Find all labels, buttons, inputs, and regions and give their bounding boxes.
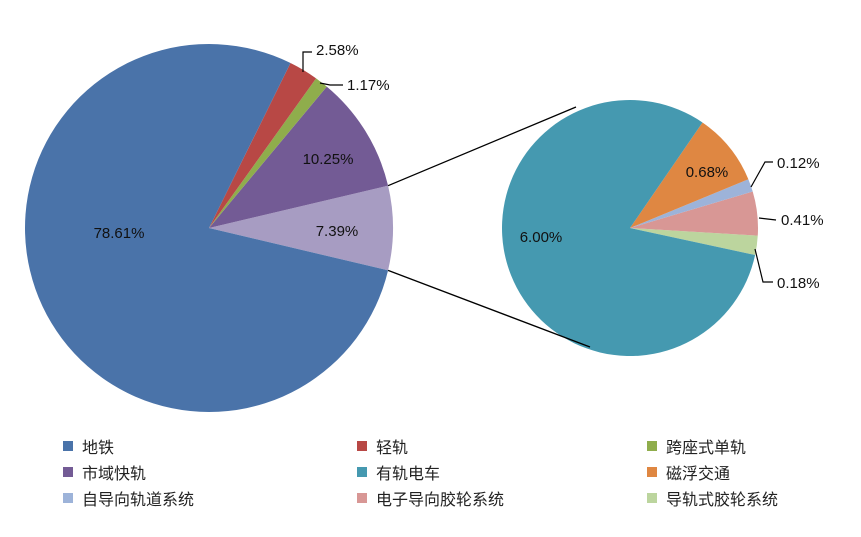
secondary-pie-data-label: 0.68% [686, 164, 729, 181]
legend-item: 自导向轨道系统 [63, 486, 194, 510]
legend-item: 导轨式胶轮系统 [647, 486, 778, 510]
legend-label: 电子导向胶轮系统 [376, 490, 505, 509]
legend-label: 有轨电车 [376, 464, 441, 483]
secondary-pie-slice-4 [502, 99, 756, 356]
main-pie-slice-2 [209, 78, 327, 229]
leader-line-2 [750, 161, 773, 188]
legend-swatch [357, 493, 367, 503]
main-pie-data-label: 10.25% [303, 151, 354, 168]
secondary-pie-data-label: 6.00% [520, 229, 563, 246]
secondary-pie-slice-1 [630, 191, 758, 236]
legend-swatch [63, 493, 73, 503]
legend-label: 磁浮交通 [666, 464, 731, 483]
secondary-pie-slice-0 [630, 228, 758, 256]
legend-swatch [647, 467, 657, 477]
legend-label: 轻轨 [376, 438, 409, 457]
legend-label: 导轨式胶轮系统 [666, 490, 779, 509]
legend-swatch [647, 441, 657, 451]
leader-line-4 [754, 248, 773, 283]
main-pie-slice-0 [209, 185, 393, 271]
main-pie-slice-1 [209, 86, 389, 229]
legend-swatch [357, 441, 367, 451]
legend-item: 轻轨 [357, 434, 408, 458]
legend-item: 地铁 [63, 434, 114, 458]
legend-swatch [357, 467, 367, 477]
legend-label: 地铁 [82, 438, 115, 457]
legend-item: 跨座式单轨 [647, 434, 746, 458]
legend-label: 市域快轨 [82, 464, 147, 483]
secondary-pie-data-label: 0.41% [781, 212, 824, 229]
connector-line-top [387, 106, 577, 187]
legend-item: 市域快轨 [63, 460, 146, 484]
main-pie-slice-4 [25, 44, 389, 413]
legend-item: 有轨电车 [357, 460, 440, 484]
legend-swatch [647, 493, 657, 503]
leader-line-0 [302, 51, 312, 72]
legend-swatch [63, 467, 73, 477]
main-pie-data-label: 1.17% [347, 77, 390, 94]
secondary-pie-slice-2 [630, 179, 753, 228]
main-pie-data-label: 7.39% [316, 223, 359, 240]
legend-item: 磁浮交通 [647, 460, 730, 484]
secondary-pie-data-label: 0.18% [777, 275, 820, 292]
main-pie-data-label: 2.58% [316, 42, 359, 59]
leader-line-3 [758, 217, 777, 221]
connector-line-bottom [387, 269, 591, 348]
secondary-pie-slice-3 [630, 122, 749, 228]
legend-label: 跨座式单轨 [666, 438, 747, 457]
leader-line-1 [319, 82, 343, 86]
main-pie-data-label: 78.61% [94, 225, 145, 242]
legend-swatch [63, 441, 73, 451]
legend: 地铁 轻轨 跨座式单轨市域快轨 有轨电车 磁浮交通自导向轨道系统 电子导向胶轮系统 导轨式胶… [0, 434, 861, 534]
legend-item: 电子导向胶轮系统 [357, 486, 504, 510]
secondary-pie-data-label: 0.12% [777, 155, 820, 172]
legend-label: 自导向轨道系统 [82, 490, 195, 509]
main-pie-slice-3 [209, 63, 317, 228]
